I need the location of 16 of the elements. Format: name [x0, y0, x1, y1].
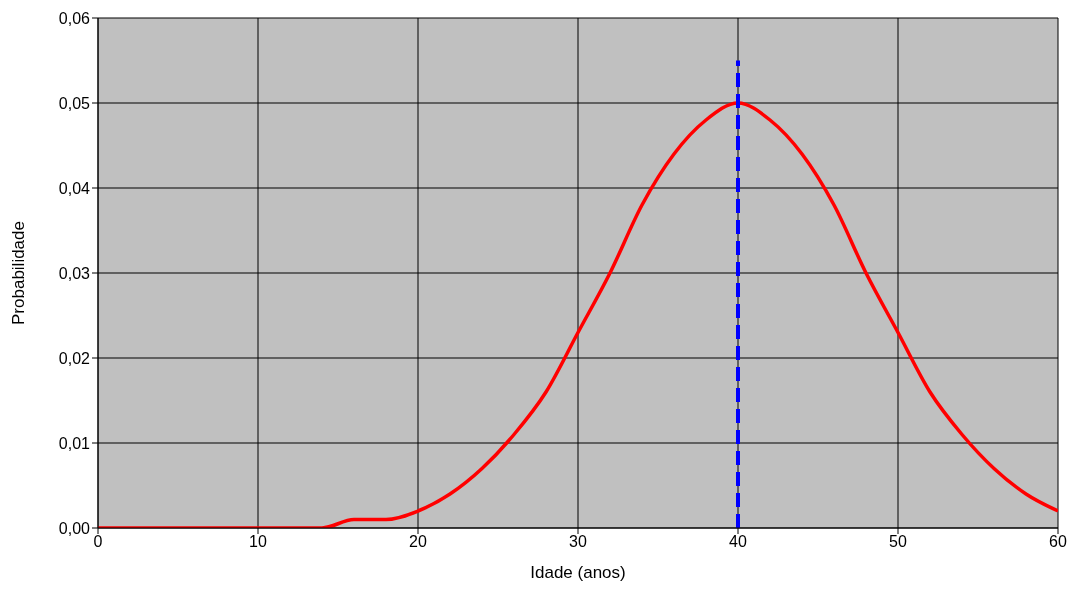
y-tick-label: 0,06 [58, 9, 91, 27]
y-axis-title: Probabilidade [9, 221, 29, 325]
x-tick-label: 30 [569, 533, 587, 551]
x-tick-label: 20 [409, 533, 427, 551]
y-tick-label: 0,04 [58, 179, 91, 197]
x-tick-label: 40 [729, 533, 747, 551]
x-axis-title: Idade (anos) [530, 563, 626, 582]
y-tick-label: 0,00 [58, 519, 91, 537]
x-tick-label: 50 [889, 533, 907, 551]
x-tick-label: 0 [93, 533, 103, 551]
y-tick-label: 0,02 [58, 349, 91, 367]
y-tick-label: 0,05 [58, 94, 91, 112]
x-tick-label: 60 [1049, 533, 1067, 551]
x-tick-label: 10 [249, 533, 267, 551]
y-tick-label: 0,03 [58, 264, 91, 282]
y-tick-label: 0,01 [58, 434, 91, 452]
